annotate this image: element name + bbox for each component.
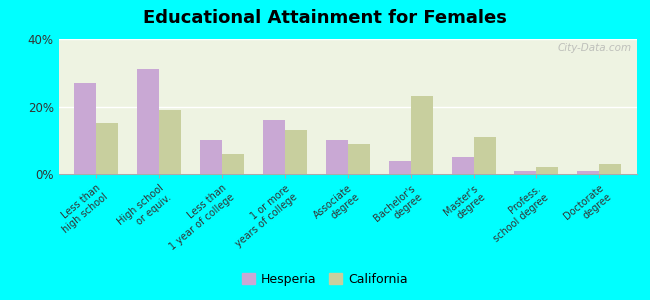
Bar [514, 171, 536, 174]
Bar [389, 160, 411, 174]
Bar [159, 110, 181, 174]
Text: Educational Attainment for Females: Educational Attainment for Females [143, 9, 507, 27]
Bar [599, 164, 621, 174]
Bar [577, 171, 599, 174]
Bar [222, 154, 244, 174]
Bar [348, 144, 370, 174]
Text: City-Data.com: City-Data.com [557, 43, 631, 53]
Bar [74, 83, 96, 174]
Bar [326, 140, 348, 174]
Bar [200, 140, 222, 174]
Bar [411, 96, 433, 174]
Bar [285, 130, 307, 174]
Bar [473, 137, 495, 174]
Bar [452, 157, 473, 174]
Bar [96, 123, 118, 174]
Bar [263, 120, 285, 174]
Legend: Hesperia, California: Hesperia, California [237, 268, 413, 291]
Bar [137, 69, 159, 174]
Bar [536, 167, 558, 174]
